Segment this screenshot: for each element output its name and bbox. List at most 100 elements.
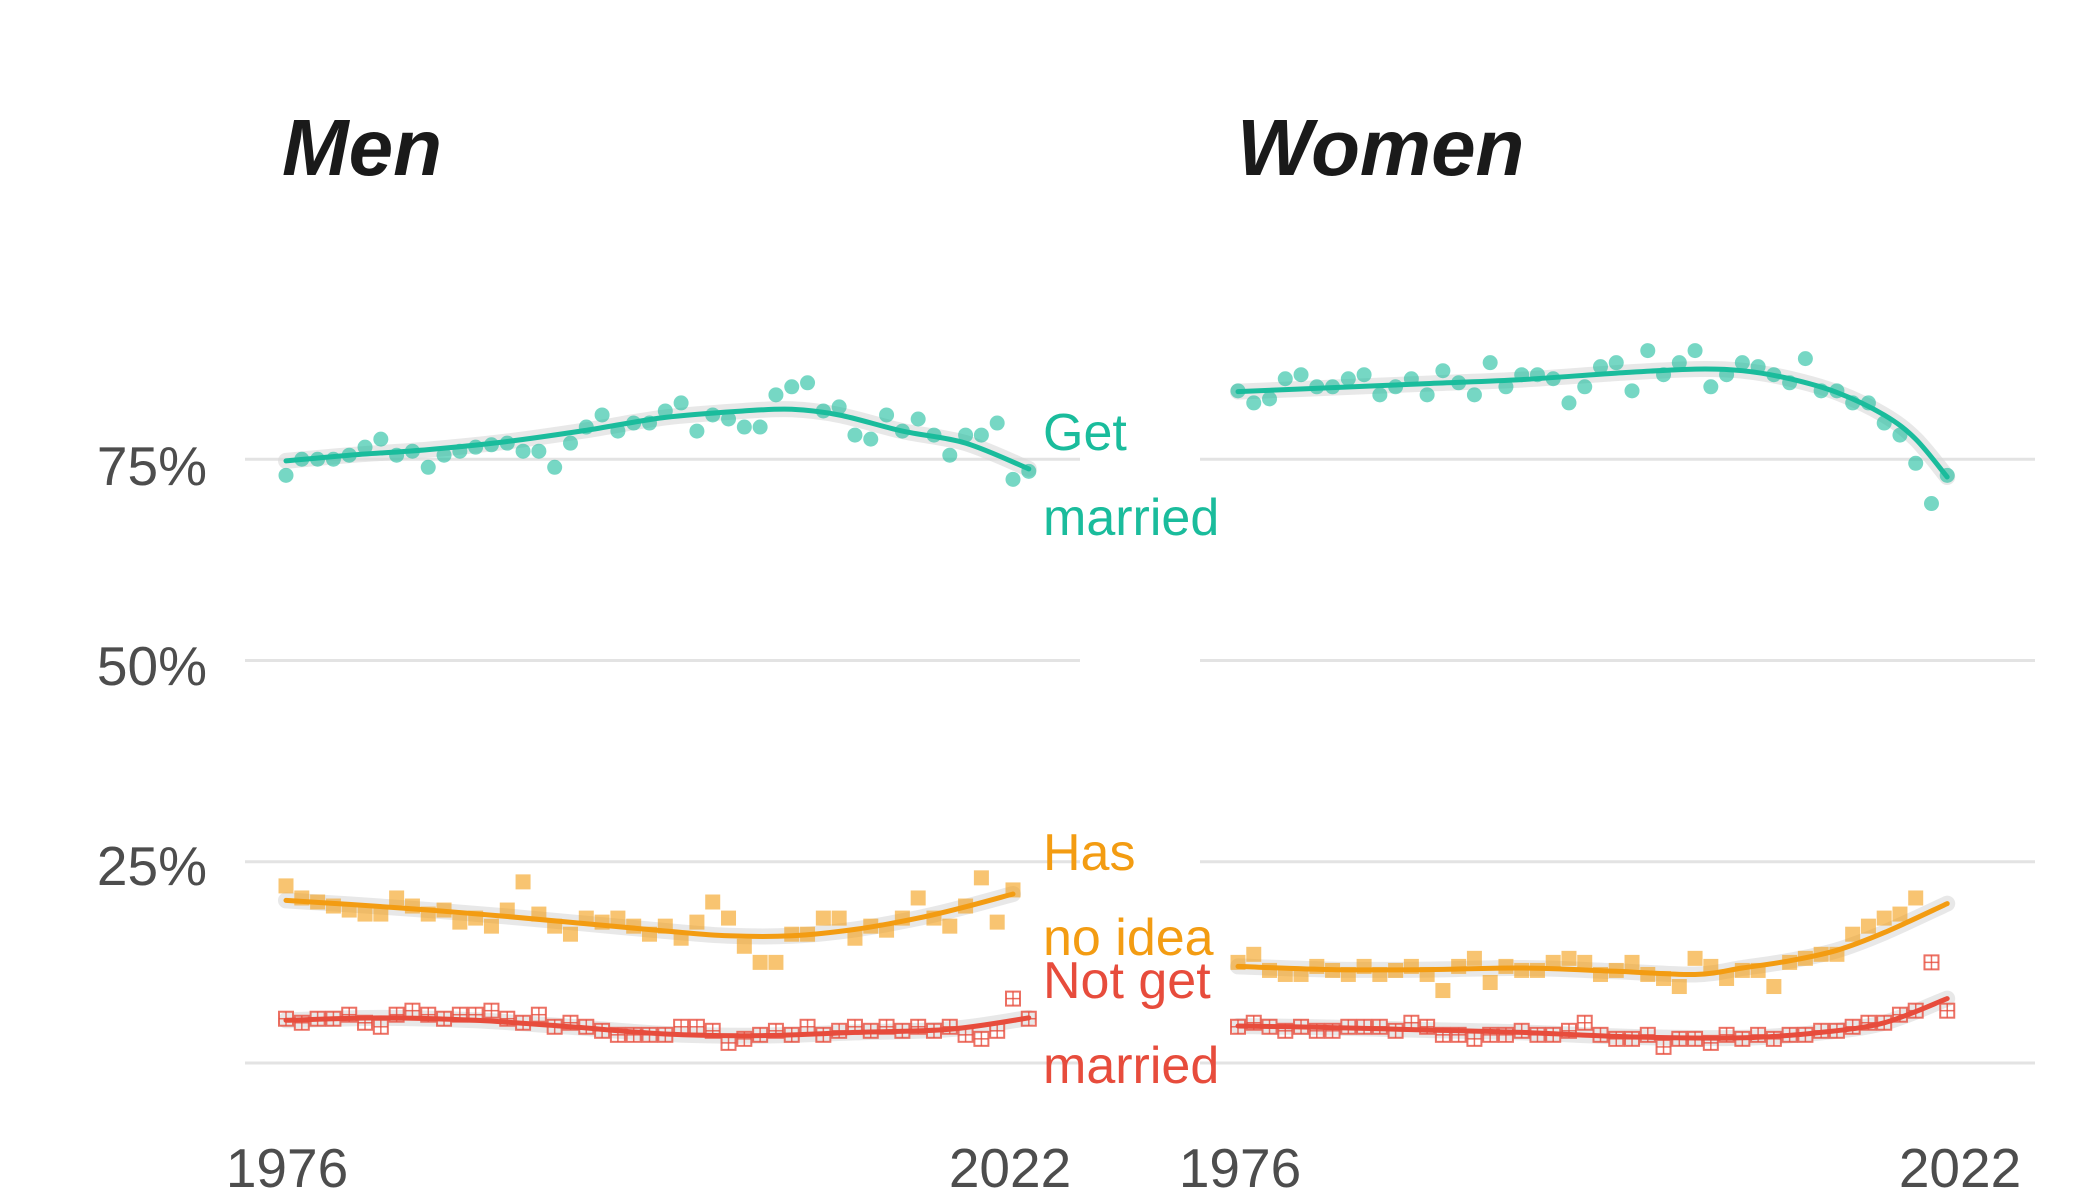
data-point <box>388 1006 405 1023</box>
data-point <box>1734 355 1750 371</box>
data-point <box>357 906 373 922</box>
data-point <box>721 411 737 427</box>
series-has_no_idea-men <box>278 870 1021 970</box>
x-tick-women-start: 1976 <box>1179 1137 1301 1199</box>
data-point <box>1560 1022 1577 1039</box>
label-has-no-idea-line1: Has <box>1043 824 1135 882</box>
data-point <box>1703 958 1719 974</box>
data-point <box>1908 455 1924 471</box>
data-point <box>1482 975 1498 990</box>
data-point <box>1640 343 1656 359</box>
data-point <box>910 411 926 427</box>
data-point <box>736 938 752 954</box>
data-point <box>973 870 989 886</box>
data-point <box>1624 954 1640 970</box>
data-point <box>1939 1002 1956 1019</box>
data-point <box>389 890 405 906</box>
data-point <box>689 423 705 439</box>
x-tick-men-start: 1976 <box>226 1137 348 1199</box>
data-point <box>1246 395 1262 411</box>
data-point <box>973 1030 990 1047</box>
data-point <box>1561 950 1577 966</box>
data-point <box>831 399 847 415</box>
x-tick-men-end: 2022 <box>949 1137 1071 1199</box>
data-point <box>452 914 468 930</box>
data-point <box>815 910 831 926</box>
data-point <box>1482 355 1498 371</box>
trend-line <box>283 891 1016 940</box>
data-point <box>420 459 436 475</box>
data-point <box>515 443 531 459</box>
series-get_married-men <box>278 375 1037 487</box>
data-point <box>1372 387 1388 403</box>
data-point <box>531 443 547 459</box>
data-point <box>1876 910 1892 926</box>
data-point <box>673 395 689 411</box>
data-point <box>1703 379 1719 395</box>
data-point <box>547 459 563 475</box>
data-point <box>847 427 863 443</box>
data-point <box>1435 983 1451 999</box>
x-tick-women-end: 2022 <box>1899 1137 2021 1199</box>
data-point <box>357 439 373 455</box>
trend-line <box>1235 901 1950 978</box>
data-point <box>973 427 989 443</box>
data-point <box>1340 371 1356 387</box>
data-point <box>863 431 879 447</box>
data-point <box>1923 954 1940 971</box>
data-point <box>1577 954 1593 970</box>
data-point <box>958 427 974 443</box>
data-point <box>1671 355 1687 371</box>
y-tick-50: 50% <box>97 635 207 697</box>
data-point <box>562 926 578 942</box>
data-point <box>483 1002 500 1019</box>
label-not-get-married-line2: married <box>1043 1037 1219 1095</box>
trend-line <box>1235 996 1950 1041</box>
data-point <box>910 890 926 906</box>
data-point <box>1466 387 1482 403</box>
data-point <box>1766 979 1782 995</box>
data-point <box>800 375 816 391</box>
data-point <box>942 918 958 934</box>
data-point <box>1561 395 1577 411</box>
data-point <box>1419 387 1435 403</box>
data-point <box>1245 1014 1262 1031</box>
data-point <box>1860 918 1876 934</box>
data-point <box>278 467 294 483</box>
data-point <box>1262 391 1278 407</box>
data-point <box>1797 351 1813 367</box>
data-point <box>1908 890 1924 906</box>
panel-title-men: Men <box>282 103 442 192</box>
data-point <box>1687 343 1703 359</box>
data-point <box>610 910 626 926</box>
data-point <box>1576 1014 1593 1031</box>
data-point <box>1593 359 1608 375</box>
data-point <box>942 447 958 463</box>
data-point <box>1246 946 1262 962</box>
data-point <box>705 894 721 910</box>
data-point <box>1845 926 1861 942</box>
data-point <box>879 407 895 423</box>
data-point <box>768 954 784 970</box>
data-point <box>1545 954 1561 970</box>
data-point <box>1435 363 1451 379</box>
data-point <box>1356 367 1372 383</box>
data-marks <box>278 343 1956 1055</box>
data-point <box>1293 367 1309 383</box>
data-point <box>989 415 1005 431</box>
data-point <box>1005 471 1021 487</box>
data-point <box>736 419 752 435</box>
y-tick-25: 25% <box>97 835 207 897</box>
data-point <box>1624 383 1640 399</box>
data-point <box>499 1010 516 1027</box>
data-point <box>989 914 1005 930</box>
series-not_get_married-men <box>278 990 1037 1051</box>
series-not_get_married-women <box>1230 954 1956 1055</box>
data-point <box>436 447 452 463</box>
data-point <box>1608 355 1624 371</box>
series-get_married-women <box>1230 343 1956 512</box>
series-has_no_idea-women <box>1230 890 1956 999</box>
data-point <box>1005 990 1021 1007</box>
label-get-married-line2: married <box>1043 489 1219 547</box>
